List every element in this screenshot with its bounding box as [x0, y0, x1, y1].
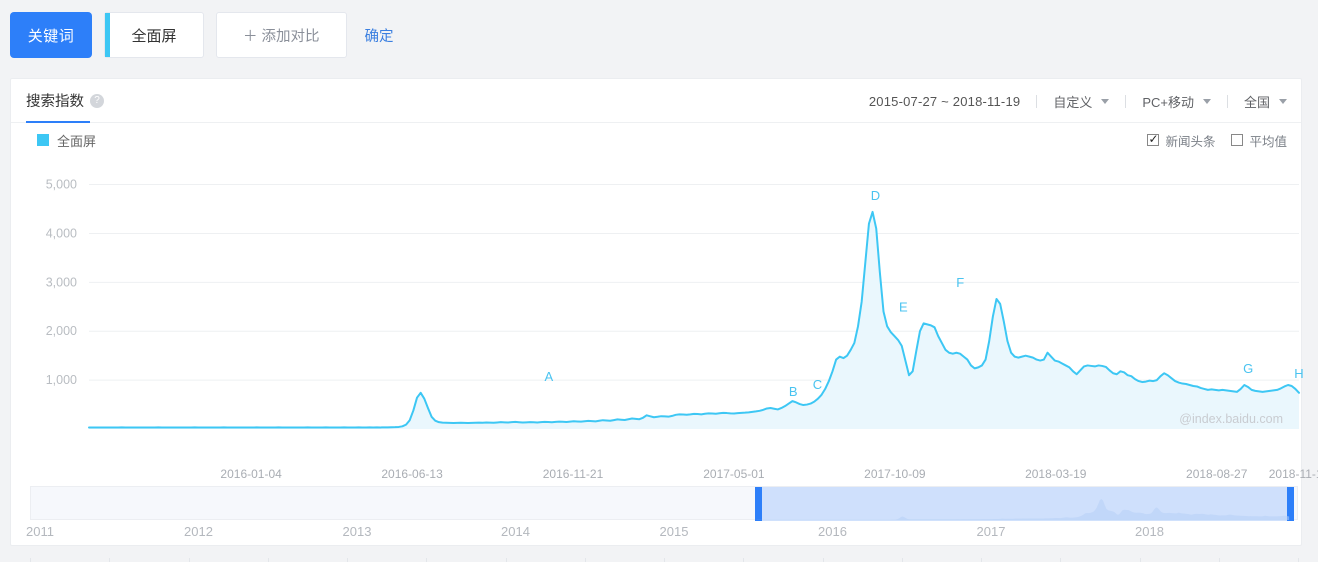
scrubber-year-label: 2011	[26, 524, 54, 539]
x-axis-label: 2018-08-27	[1186, 467, 1248, 481]
scrubber-tick	[426, 558, 428, 562]
x-axis-label: 2016-01-04	[220, 467, 282, 481]
checkbox-news-headline-label: 新闻头条	[1165, 134, 1216, 149]
scrubber-tick	[505, 558, 507, 562]
add-compare-button[interactable]: ＋ 添加对比	[216, 12, 347, 58]
index-trend-chart[interactable]: 1,000 2,000 3,000 4,000 5,000 A B C D E F G H	[11, 157, 1303, 467]
chevron-down-icon	[1101, 98, 1110, 104]
checkbox-average[interactable]: 平均值	[1231, 131, 1287, 150]
svg-text:4,000: 4,000	[46, 226, 77, 240]
svg-text:A: A	[544, 369, 553, 384]
top-toolbar: 关键词 全面屏 ＋ 添加对比 确定	[0, 0, 1318, 70]
x-axis-label: 2016-06-13	[381, 467, 443, 481]
card-header: 搜索指数 ? 2015-07-27 ~ 2018-11-19 自定义 PC+移动…	[11, 79, 1301, 123]
x-axis: 2016-01-04 2016-06-13 2016-11-21 2017-05-01…	[11, 467, 1318, 491]
divider	[1125, 94, 1127, 108]
svg-text:3,000: 3,000	[46, 275, 77, 289]
scrubber-year-labels: 2011 2012 2013 2014 2015 2016 2017 2018	[10, 524, 1302, 562]
svg-text:5,000: 5,000	[46, 178, 77, 192]
dropdown-region[interactable]: 全国	[1244, 92, 1287, 111]
scrubber-tick	[267, 558, 269, 562]
scrubber-year-label: 2012	[184, 524, 213, 539]
series-color-accent	[105, 13, 110, 57]
dropdown-device[interactable]: PC+移动	[1142, 92, 1211, 111]
scrubber-year-label: 2014	[501, 524, 530, 539]
svg-text:H: H	[1294, 366, 1303, 381]
scrubber-year-label: 2015	[659, 524, 689, 539]
scrubber-tick	[347, 558, 348, 562]
scrubber-year-label: 2013	[342, 524, 372, 539]
scrubber-tick	[901, 558, 903, 562]
chevron-down-icon	[1202, 98, 1211, 104]
scrubber-handle-right[interactable]	[1287, 487, 1295, 521]
keyword-chip-label: 全面屏	[131, 27, 177, 45]
x-axis-label: 2017-05-01	[703, 467, 765, 481]
scrubber-tick	[30, 558, 31, 562]
dropdown-date-preset[interactable]: 自定义	[1053, 92, 1110, 111]
scrubber-mini-chart	[756, 499, 1290, 520]
scrubber-tick	[822, 558, 824, 562]
chart-plot-area[interactable]: 1,000 2,000 3,000 4,000 5,000 A B C D E F G H @index…	[11, 157, 1303, 467]
divider	[1036, 94, 1038, 108]
scrubber-tick	[664, 558, 665, 562]
checkbox-average-label: 平均值	[1249, 134, 1287, 149]
legend-row: 全面屏 新闻头条 平均值	[11, 123, 1301, 157]
x-axis-label: 2018-11-19	[1268, 467, 1318, 481]
svg-text:C: C	[813, 377, 822, 392]
checkbox-news-headline[interactable]: 新闻头条	[1147, 131, 1215, 150]
dropdown-device-label: PC+移动	[1142, 94, 1194, 110]
dropdown-region-label: 全国	[1243, 94, 1270, 110]
scrubber-tick	[584, 558, 586, 562]
x-axis-label: 2016-11-21	[542, 467, 604, 481]
divider	[1226, 94, 1228, 108]
scrubber-year-label: 2016	[818, 524, 847, 539]
scrubber-year-label: 2017	[976, 524, 1006, 539]
scrubber-year-label: 2018	[1135, 524, 1164, 539]
svg-text:2,000: 2,000	[46, 324, 77, 338]
keyword-button[interactable]: 关键词	[10, 12, 92, 58]
svg-text:F: F	[956, 275, 964, 290]
timeline-scrubber[interactable]: 2011 2012 2013 2014 2015 2016 2017 2018	[10, 486, 1302, 562]
keyword-chip-quanmianping[interactable]: 全面屏	[104, 12, 204, 58]
svg-text:D: D	[871, 188, 880, 203]
legend-item-quanmianping[interactable]: 全面屏	[37, 131, 96, 150]
search-index-card: 搜索指数 ? 2015-07-27 ~ 2018-11-19 自定义 PC+移动…	[10, 78, 1318, 546]
scrubber-tick	[1139, 558, 1141, 562]
date-range-label: 2015-07-27 ~ 2018-11-19	[868, 93, 1021, 109]
checkbox-news-headline-box[interactable]	[1147, 132, 1160, 146]
help-icon[interactable]: ?	[90, 93, 104, 108]
svg-text:E: E	[899, 299, 908, 314]
confirm-button[interactable]: 确定	[364, 28, 394, 45]
scrubber-tick	[109, 558, 111, 562]
header-controls: 2015-07-27 ~ 2018-11-19 自定义 PC+移动 全国	[869, 79, 1287, 123]
scrubber-tick	[1060, 558, 1062, 562]
legend-label: 全面屏	[57, 133, 97, 149]
legend-swatch	[37, 134, 49, 146]
chevron-down-icon	[1279, 98, 1287, 104]
scrubber-tick	[981, 558, 982, 562]
scrubber-tick	[743, 558, 745, 562]
tab-search-index[interactable]: 搜索指数 ?	[26, 79, 104, 123]
svg-text:G: G	[1243, 361, 1253, 376]
scrubber-handle-left[interactable]	[754, 487, 762, 521]
legend-toggles: 新闻头条 平均值	[1147, 123, 1287, 157]
dropdown-date-preset-label: 自定义	[1053, 94, 1093, 110]
svg-text:B: B	[789, 384, 798, 399]
scrubber-tick	[1218, 558, 1220, 562]
scrubber-tick	[1298, 558, 1299, 562]
x-axis-label: 2017-10-09	[864, 467, 926, 481]
scrubber-tick	[188, 558, 190, 562]
watermark: @index.baidu.com	[1179, 412, 1283, 426]
x-axis-label: 2018-03-19	[1025, 467, 1087, 481]
svg-text:1,000: 1,000	[46, 373, 77, 387]
checkbox-average-box[interactable]	[1231, 134, 1244, 146]
tab-label: 搜索指数	[26, 94, 84, 110]
